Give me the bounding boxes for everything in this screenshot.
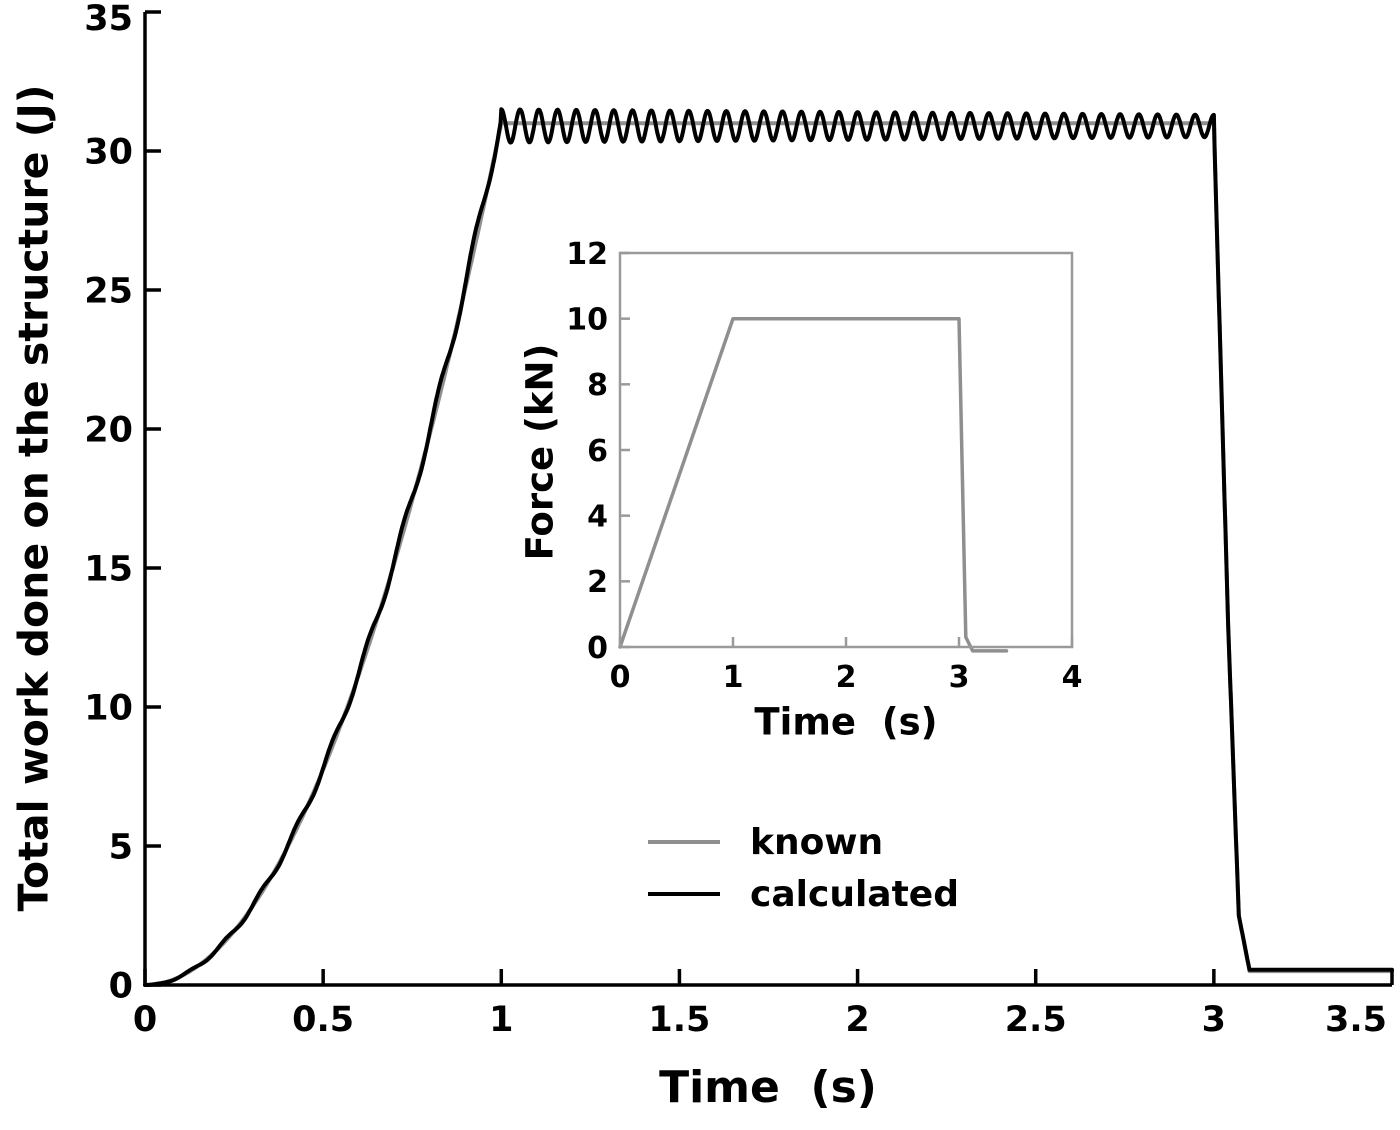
x-tick-label: 0.5: [292, 1000, 354, 1040]
x-tick-label: 2: [836, 660, 857, 695]
y-tick-label: 20: [84, 411, 133, 451]
legend-item-known: known: [648, 821, 959, 863]
y-tick-label: 6: [587, 434, 608, 469]
y-tick-label: 15: [84, 550, 133, 590]
y-tick-label: 2: [587, 565, 608, 600]
x-tick-label: 1: [489, 1000, 513, 1040]
y-tick-label: 10: [84, 689, 133, 729]
y-tick-label: 35: [84, 0, 133, 39]
y-tick-label: 10: [566, 302, 608, 337]
x-tick-label: 2: [845, 1000, 869, 1040]
x-tick-label: 0: [610, 660, 631, 695]
y-tick-label: 8: [587, 368, 608, 403]
x-tick-label: 3: [949, 660, 970, 695]
legend-item-calculated: calculated: [648, 873, 959, 915]
legend-label-calculated: calculated: [750, 873, 959, 915]
x-tick-label: 1: [723, 660, 744, 695]
x-tick-label: 1.5: [648, 1000, 710, 1040]
legend-label-known: known: [750, 821, 884, 863]
series-force: [618, 316, 1009, 653]
x-tick-label: 4: [1062, 660, 1083, 695]
legend-line-known: [648, 840, 720, 844]
legend: known calculated: [648, 821, 959, 915]
x-tick-label: 2.5: [1005, 1000, 1067, 1040]
x-tick-label: 0: [133, 1000, 157, 1040]
x-tick-label: 3: [1202, 1000, 1226, 1040]
y-tick-label: 12: [566, 237, 608, 272]
series-calculated: [143, 107, 1394, 987]
main-x-axis-label: Time (s): [659, 1062, 877, 1113]
inset-x-axis-label: Time (s): [754, 700, 938, 744]
legend-line-calculated: [648, 892, 720, 896]
inset-y-axis-label: Force (kN): [518, 343, 562, 561]
x-tick-label: 3.5: [1325, 1000, 1387, 1040]
y-tick-label: 30: [84, 133, 133, 173]
y-tick-label: 5: [109, 828, 133, 868]
main-y-axis-label: Total work done on the structure (J): [9, 84, 58, 912]
y-tick-label: 0: [109, 967, 133, 1007]
y-tick-label: 0: [587, 631, 608, 666]
y-tick-label: 4: [587, 499, 608, 534]
y-tick-label: 25: [84, 272, 133, 312]
